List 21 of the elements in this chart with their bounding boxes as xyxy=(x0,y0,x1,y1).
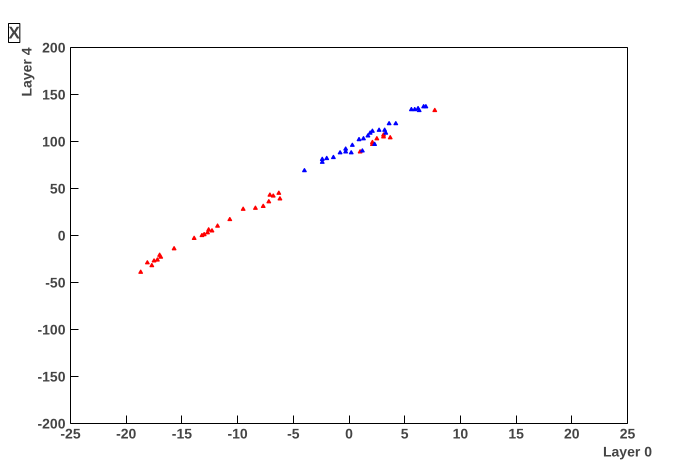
x-tick-label: 10 xyxy=(452,426,468,442)
x-tick-label: 20 xyxy=(564,426,580,442)
x-tick-label: -10 xyxy=(227,426,248,442)
x-tick-label: 25 xyxy=(620,426,636,442)
y-tick-label: -150 xyxy=(37,368,66,384)
y-tick-label: 200 xyxy=(42,40,66,56)
x-tick-label: -20 xyxy=(116,426,137,442)
y-tick-label: -200 xyxy=(37,416,66,432)
x-tick-label: 0 xyxy=(345,426,354,442)
y-tick-label: 100 xyxy=(42,134,66,150)
x-tick-label: 15 xyxy=(508,426,524,442)
y-tick-label: 50 xyxy=(50,180,66,196)
y-tick-label: 0 xyxy=(58,228,66,244)
x-axis-title: Layer 0 xyxy=(602,444,652,460)
y-axis-title: Layer 4 xyxy=(18,47,34,97)
x-tick-label: -15 xyxy=(172,426,192,442)
y-tick-label: 150 xyxy=(42,86,66,102)
x-tick-label: 5 xyxy=(400,426,409,442)
x-tick-label: -5 xyxy=(287,426,300,442)
y-tick-label: -50 xyxy=(45,274,66,290)
y-tick-label: -100 xyxy=(37,322,66,338)
